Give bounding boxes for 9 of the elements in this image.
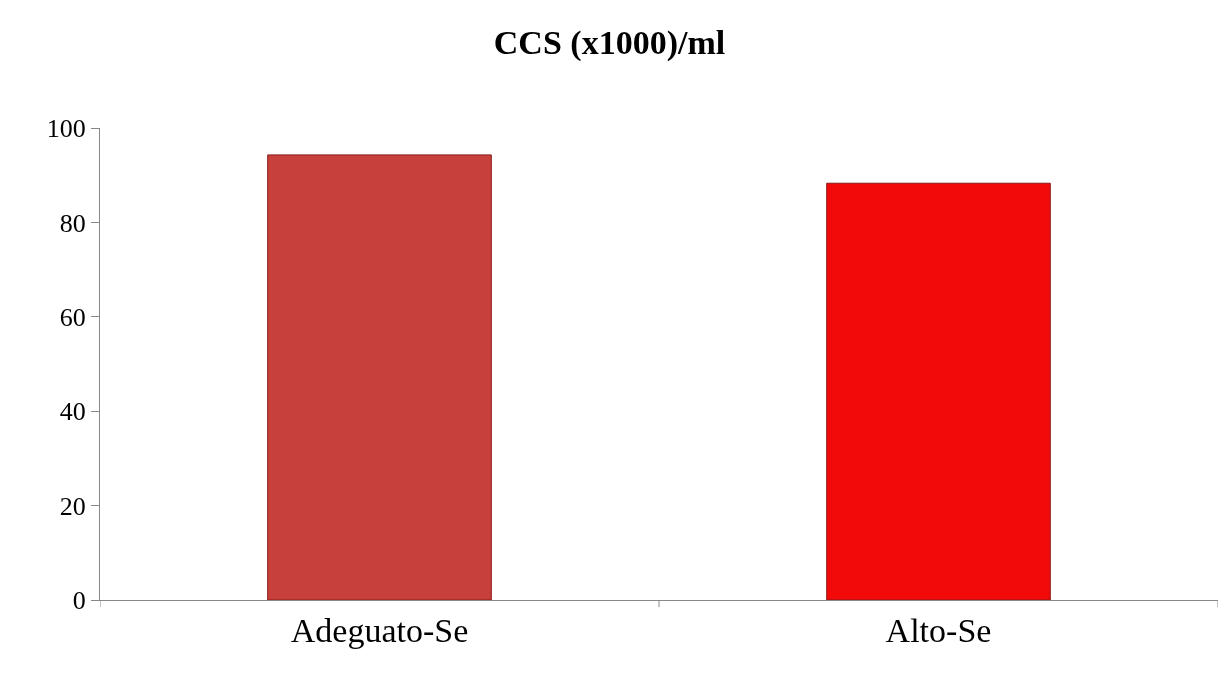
y-tick-label: 80 xyxy=(59,208,86,238)
x-tick-label: Alto-Se xyxy=(885,611,992,649)
y-tick-label: 40 xyxy=(59,397,86,427)
y-tick-label: 100 xyxy=(46,114,86,144)
y-tick-label: 20 xyxy=(59,491,86,521)
y-tick-label: 60 xyxy=(59,302,86,332)
y-tick-label: 0 xyxy=(72,586,86,616)
x-tick-label: Adeguato-Se xyxy=(290,611,469,649)
chart-title: CCS (x1000)/ml xyxy=(493,24,726,63)
